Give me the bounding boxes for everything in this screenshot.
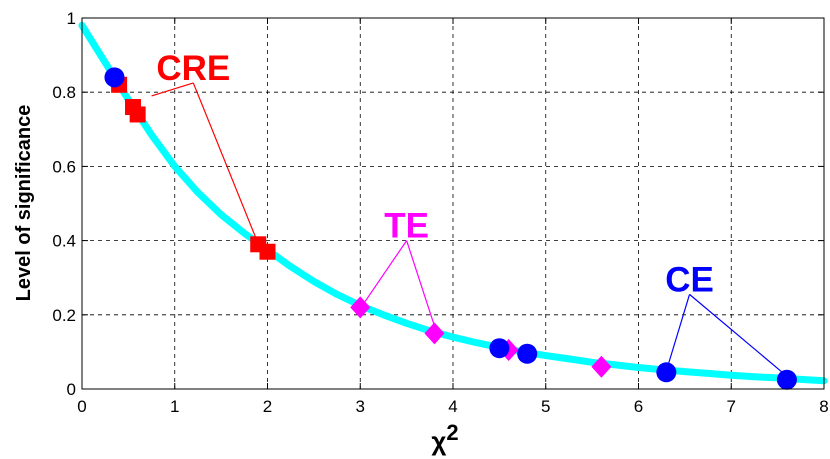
x-tick-label: 2 xyxy=(263,397,272,416)
annotation-leader-te xyxy=(364,240,408,303)
y-tick-label: 1 xyxy=(67,9,76,28)
marker-layer xyxy=(104,67,797,390)
x-tick-label: 1 xyxy=(170,397,179,416)
marker-te-diamond xyxy=(591,355,612,378)
y-tick-label: 0.6 xyxy=(52,157,76,176)
marker-ce-circle xyxy=(776,369,797,390)
marker-ce-circle xyxy=(656,362,677,383)
fit-curve-layer xyxy=(78,21,828,385)
x-tick-label: 6 xyxy=(634,397,643,416)
marker-ce-circle xyxy=(104,67,125,88)
x-axis-label: χ2 xyxy=(431,420,458,456)
tick-layer: 0 1 2 3 4 5 6 7 8 0 0.2 0.4 0.6 0.8 1 xyxy=(52,9,828,416)
marker-ce-circle xyxy=(489,338,510,359)
x-axis-label-symbol: χ xyxy=(431,426,446,456)
marker-cre-square xyxy=(259,243,276,260)
x-tick-label: 0 xyxy=(77,397,86,416)
x-tick-label: 3 xyxy=(356,397,365,416)
x-tick-label: 4 xyxy=(448,397,457,416)
annotation-cre: CRE xyxy=(156,49,230,88)
y-tick-label: 0 xyxy=(67,380,76,399)
annotation-leader-ce xyxy=(667,294,691,366)
x-tick-label: 8 xyxy=(819,397,828,416)
annotation-leader-ce xyxy=(689,293,783,373)
annotation-leader-cre xyxy=(151,82,194,97)
x-tick-label: 5 xyxy=(541,397,550,416)
y-axis-label: Level of significance xyxy=(13,105,35,302)
y-tick-label: 0.2 xyxy=(52,306,76,325)
annotation-ce: CE xyxy=(665,260,714,299)
marker-ce-circle xyxy=(517,343,538,364)
fit-curve xyxy=(78,21,828,385)
annotation-leader-te xyxy=(406,240,436,327)
annotation-leader-cre xyxy=(192,82,256,238)
x-tick-label: 7 xyxy=(727,397,736,416)
y-tick-label: 0.4 xyxy=(52,232,76,251)
marker-cre-square xyxy=(129,106,146,123)
grid xyxy=(82,18,824,389)
annotation-layer: CRE TE CE xyxy=(151,49,783,373)
x-axis-label-superscript: 2 xyxy=(446,420,458,445)
marker-te-diamond xyxy=(424,322,445,345)
annotation-te: TE xyxy=(384,207,429,246)
y-tick-label: 0.8 xyxy=(52,83,76,102)
